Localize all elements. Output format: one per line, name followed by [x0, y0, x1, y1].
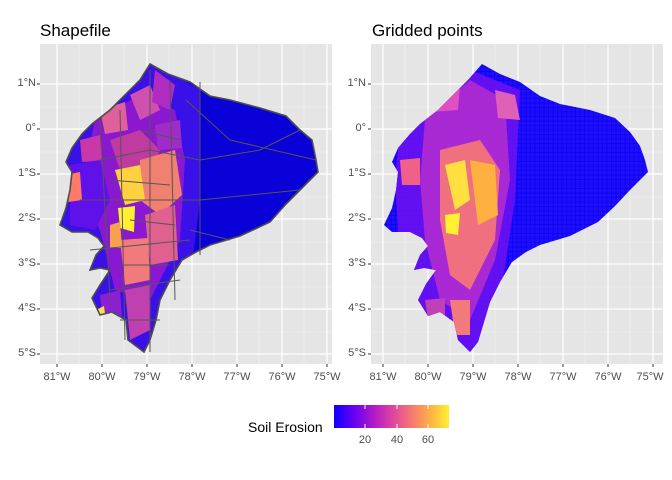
x-tick-label: 81°W	[43, 371, 71, 383]
x-tick-label: 76°W	[268, 371, 296, 383]
panel-gridded-points	[368, 44, 663, 367]
y-tick-label: 1°N	[17, 77, 36, 89]
x-tick-marks-right	[382, 364, 654, 367]
colorbar-gradient	[334, 405, 449, 428]
y-tick-label: 5°S	[18, 347, 36, 359]
y-tick-label: 1°N	[347, 77, 366, 89]
colorbar-ticks	[364, 405, 429, 428]
y-tick-label: 5°S	[348, 347, 366, 359]
x-tick-label: 78°W	[178, 371, 206, 383]
x-tick-label: 79°W	[133, 371, 161, 383]
legend-tick-label: 60	[421, 434, 435, 446]
panel-shapefile	[37, 44, 332, 367]
x-tick-label: 77°W	[549, 371, 577, 383]
x-tick-marks-left	[56, 364, 328, 367]
legend-colorbar	[334, 405, 449, 428]
district-borders	[59, 63, 319, 353]
y-tick-label: 0°	[25, 122, 36, 134]
panel-title-shapefile: Shapefile	[40, 21, 111, 40]
x-tick-label: 80°W	[414, 371, 442, 383]
legend-tick-label: 40	[390, 434, 404, 446]
x-tick-label: 78°W	[504, 371, 532, 383]
y-tick-marks-left	[37, 83, 40, 355]
y-tick-label: 3°S	[18, 257, 36, 269]
y-tick-label: 1°S	[348, 167, 366, 179]
y-tick-label: 2°S	[348, 212, 366, 224]
x-tick-label: 80°W	[88, 371, 116, 383]
y-tick-label: 2°S	[18, 212, 36, 224]
y-tick-label: 0°	[355, 122, 366, 134]
x-tick-label: 81°W	[369, 371, 397, 383]
panel-title-gridded: Gridded points	[372, 21, 483, 40]
y-tick-label: 3°S	[348, 257, 366, 269]
legend-tick-label: 20	[358, 434, 372, 446]
y-tick-marks-right	[368, 83, 371, 355]
x-tick-label: 75°W	[636, 371, 664, 383]
legend-title: Soil Erosion	[248, 419, 323, 435]
y-tick-label: 4°S	[348, 302, 366, 314]
x-tick-label: 79°W	[459, 371, 487, 383]
x-tick-label: 75°W	[313, 371, 341, 383]
y-tick-label: 4°S	[18, 302, 36, 314]
y-tick-label: 1°S	[18, 167, 36, 179]
x-tick-label: 76°W	[594, 371, 622, 383]
x-tick-label: 77°W	[223, 371, 251, 383]
